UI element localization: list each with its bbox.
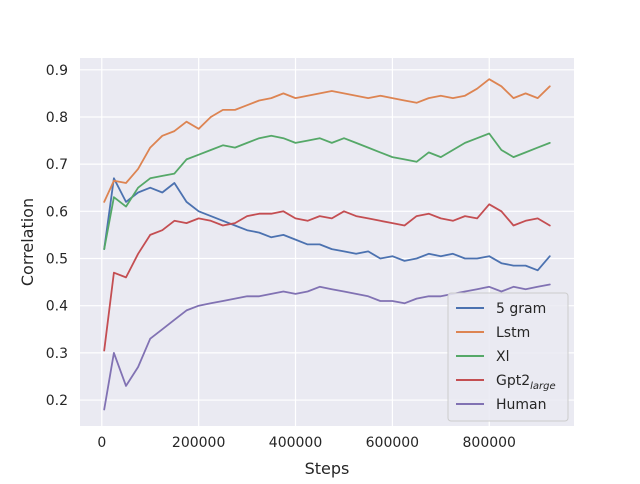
- y-tick-label: 0.3: [46, 346, 68, 362]
- legend-label: Lstm: [496, 325, 530, 341]
- y-tick-label: 0.5: [46, 252, 68, 268]
- series-line-5-gram: [103, 177, 551, 272]
- series-line-xl: [103, 132, 551, 251]
- legend-label: 5 gram: [496, 301, 546, 317]
- grid: [80, 58, 574, 426]
- x-tick-label: 0: [97, 435, 106, 451]
- x-tick-label: 400000: [269, 435, 322, 451]
- y-axis-label: Correlation: [18, 198, 37, 286]
- y-tick-label: 0.6: [46, 204, 68, 220]
- y-tick-label: 0.9: [46, 63, 68, 79]
- x-tick-label: 600000: [366, 435, 419, 451]
- series-line-lstm: [103, 78, 551, 203]
- tick-labels: 0 200000 400000 600000 800000 0.2 0.3 0.4 0.5 0.6…: [46, 63, 516, 451]
- y-tick-label: 0.7: [46, 157, 68, 173]
- legend-box: [447, 292, 569, 422]
- series-line-gpt2large: [103, 203, 551, 352]
- x-tick-label: 800000: [463, 435, 516, 451]
- series-line-human: [103, 283, 551, 411]
- x-tick-label: 200000: [172, 435, 225, 451]
- series-lines: [103, 78, 551, 411]
- legend-label: Xl: [496, 349, 509, 365]
- y-tick-label: 0.8: [46, 110, 68, 126]
- y-tick-label: 0.4: [46, 299, 68, 315]
- legend-label: Human: [496, 397, 547, 413]
- y-tick-label: 0.2: [46, 393, 68, 409]
- x-axis-label: Steps: [305, 459, 350, 478]
